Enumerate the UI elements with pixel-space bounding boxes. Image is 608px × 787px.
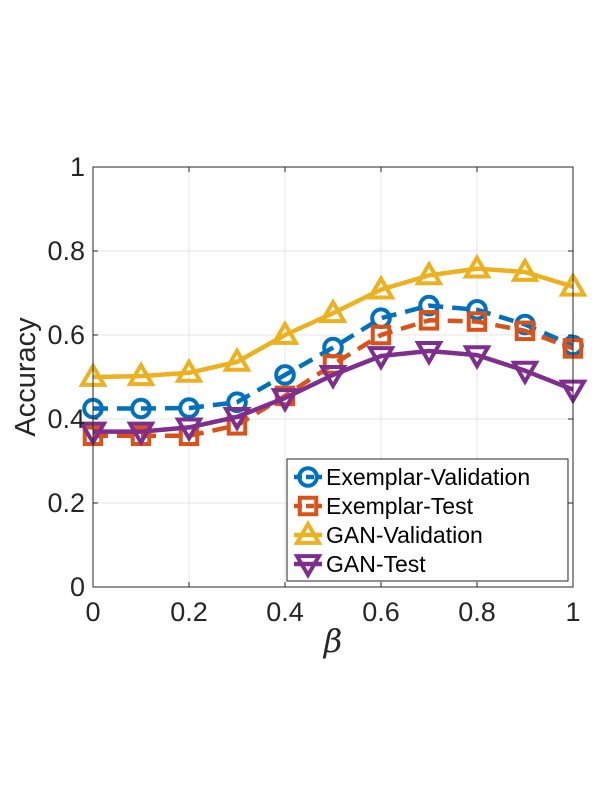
data-point-marker bbox=[274, 364, 296, 386]
data-point-marker bbox=[510, 360, 540, 386]
x-tick-label: 0.4 bbox=[266, 597, 304, 627]
axis-ticks: 0 0.2 0.4 0.6 0.8 1 0 0.2 0.4 0.6 0.8 1 bbox=[47, 152, 580, 627]
data-point-marker bbox=[514, 320, 536, 342]
data-point-marker bbox=[418, 294, 440, 317]
legend-box bbox=[286, 458, 569, 582]
x-tick-label: 0.6 bbox=[362, 597, 400, 627]
data-point-marker bbox=[462, 253, 492, 279]
series-gan-test bbox=[78, 341, 588, 447]
data-point-marker bbox=[466, 299, 488, 321]
data-point-marker bbox=[222, 346, 252, 372]
data-point-marker bbox=[130, 397, 152, 420]
data-point-marker bbox=[174, 417, 204, 443]
y-axis-label: Accuracy bbox=[10, 317, 42, 437]
data-point-marker bbox=[126, 361, 156, 387]
data-point-marker bbox=[462, 345, 492, 371]
data-point-marker bbox=[414, 260, 444, 286]
series-line bbox=[92, 266, 574, 380]
y-tick-label: 0 bbox=[70, 572, 85, 602]
data-point-marker bbox=[318, 364, 348, 390]
data-point-marker bbox=[126, 421, 156, 447]
legend-label: Exemplar-Test bbox=[326, 493, 474, 519]
x-tick-label: 0 bbox=[85, 597, 100, 627]
y-tick-label: 0.6 bbox=[47, 320, 85, 350]
data-point-marker bbox=[178, 397, 200, 419]
x-tick-label: 0.8 bbox=[458, 597, 496, 627]
y-tick-label: 0.4 bbox=[47, 404, 85, 434]
plot-frame bbox=[92, 166, 574, 588]
series-line bbox=[93, 348, 574, 434]
data-point-marker bbox=[174, 357, 204, 383]
legend-label: GAN-Test bbox=[326, 551, 426, 577]
x-axis-label: β bbox=[323, 622, 343, 660]
data-point-marker bbox=[222, 406, 252, 432]
legend-marker bbox=[297, 495, 319, 517]
series-line bbox=[93, 303, 574, 411]
data-point-marker bbox=[270, 388, 300, 413]
legend-label: Exemplar-Validation bbox=[326, 464, 530, 490]
data-point-marker bbox=[366, 274, 396, 300]
legend: Exemplar-Validation Exemplar-Test GAN-Vali… bbox=[286, 458, 569, 582]
data-point-marker bbox=[418, 310, 440, 331]
data-point-marker bbox=[226, 391, 248, 414]
data-point-marker bbox=[510, 257, 540, 282]
x-tick-label: 1 bbox=[565, 597, 580, 627]
legend-marker bbox=[293, 554, 323, 579]
legend-marker bbox=[297, 466, 319, 488]
y-tick-label: 0.2 bbox=[47, 488, 85, 518]
data-point-marker bbox=[366, 346, 396, 371]
data-point-marker bbox=[370, 324, 392, 346]
data-point-marker bbox=[270, 320, 300, 345]
series-line bbox=[93, 318, 574, 439]
legend-marker bbox=[293, 520, 323, 545]
x-tick-label: 0.2 bbox=[170, 597, 208, 627]
data-point-marker bbox=[414, 341, 444, 366]
y-tick-label: 0.8 bbox=[47, 236, 85, 266]
data-point-marker bbox=[466, 311, 488, 332]
data-point-marker bbox=[318, 298, 348, 324]
legend-label: GAN-Validation bbox=[326, 522, 483, 548]
series-layer bbox=[78, 253, 588, 447]
y-tick-label: 1 bbox=[70, 152, 85, 182]
